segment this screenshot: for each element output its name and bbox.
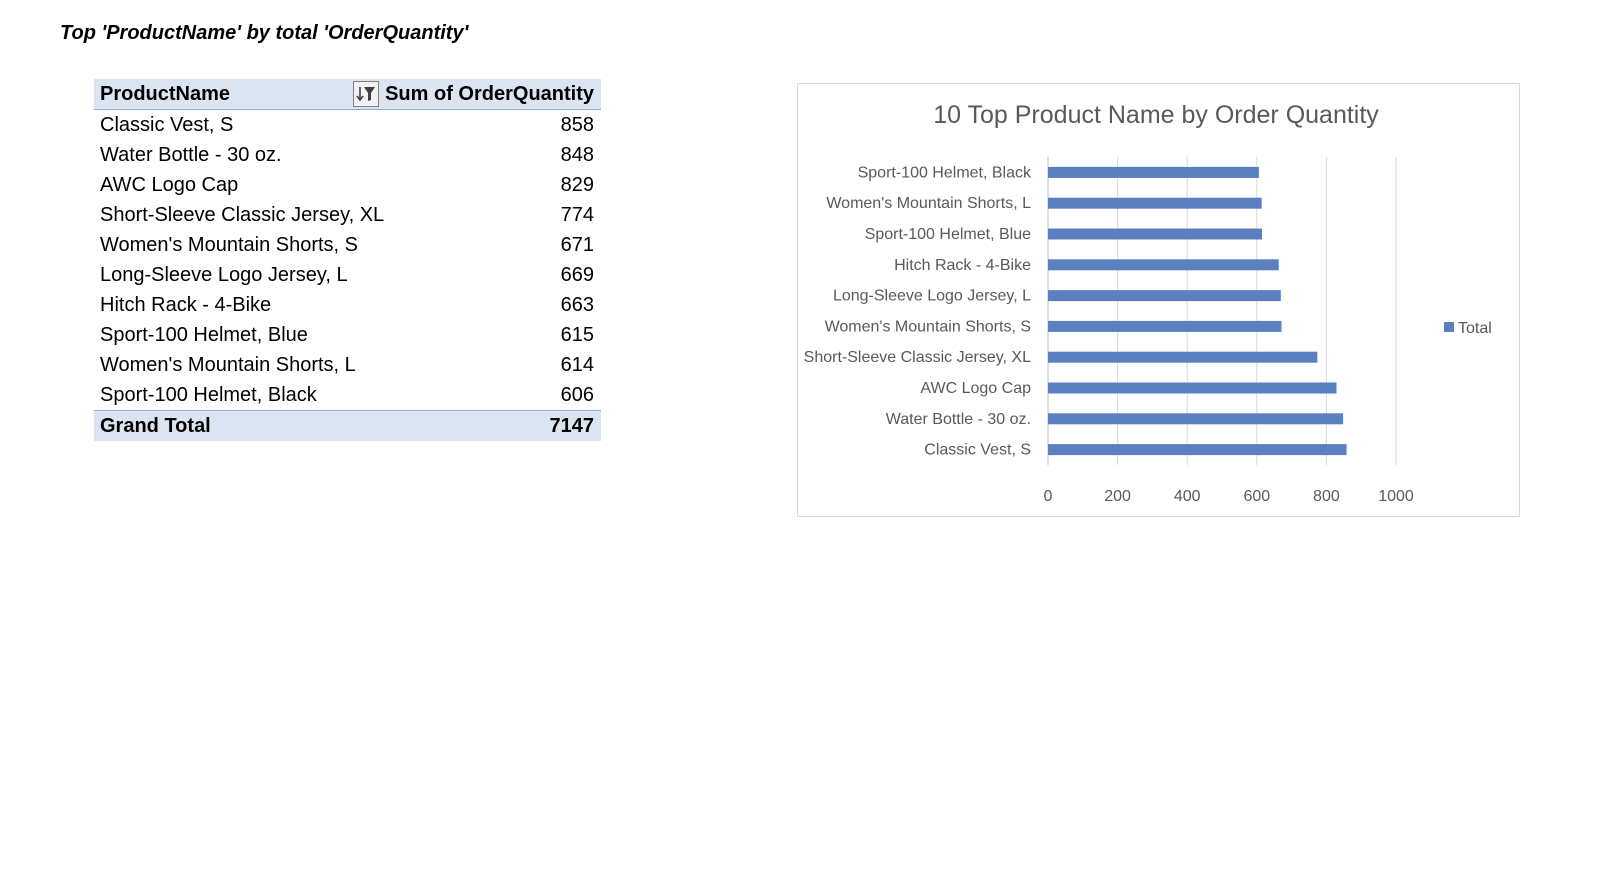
table-row[interactable]: Women's Mountain Shorts, L 614: [94, 350, 601, 380]
product-name-cell: Short-Sleeve Classic Jersey, XL: [100, 203, 385, 226]
bar-chart[interactable]: 10 Top Product Name by Order Quantity Sp…: [797, 83, 1520, 517]
product-name-cell: Sport-100 Helmet, Black: [100, 383, 317, 406]
product-name-cell: Classic Vest, S: [100, 113, 234, 136]
table-row[interactable]: Water Bottle - 30 oz. 848: [94, 140, 601, 170]
category-label: Short-Sleeve Classic Jersey, XL: [804, 349, 1031, 366]
order-quantity-cell: 671: [560, 233, 594, 256]
table-row[interactable]: AWC Logo Cap 829: [94, 170, 601, 200]
pivot-table: ProductName Sum of OrderQuantity Classic…: [94, 79, 601, 441]
pivot-grand-total-row: Grand Total 7147: [94, 410, 601, 441]
bar[interactable]: [1048, 290, 1281, 302]
category-label: Sport-100 Helmet, Black: [858, 164, 1032, 181]
category-label: Water Bottle - 30 oz.: [886, 411, 1031, 428]
order-quantity-cell: 606: [560, 383, 594, 406]
category-label: Hitch Rack - 4-Bike: [894, 257, 1031, 274]
pivot-header-row: ProductName Sum of OrderQuantity: [94, 79, 601, 110]
sort-filter-icon[interactable]: [353, 81, 380, 107]
sheet-title: Top 'ProductName' by total 'OrderQuantit…: [60, 22, 469, 44]
category-label: Sport-100 Helmet, Blue: [865, 226, 1031, 243]
product-name-cell: Women's Mountain Shorts, L: [100, 353, 356, 376]
x-tick-label: 400: [1174, 488, 1201, 505]
pivot-header-value[interactable]: Sum of OrderQuantity: [385, 82, 594, 105]
bar[interactable]: [1048, 320, 1282, 332]
product-name-cell: Water Bottle - 30 oz.: [100, 143, 282, 166]
table-row[interactable]: Sport-100 Helmet, Black 606: [94, 380, 601, 410]
bar[interactable]: [1048, 166, 1259, 178]
grand-total-label: Grand Total: [100, 414, 211, 437]
order-quantity-cell: 829: [560, 173, 594, 196]
x-tick-label: 200: [1104, 488, 1131, 505]
category-label: Women's Mountain Shorts, L: [826, 195, 1031, 212]
legend-label: Total: [1458, 320, 1492, 337]
chart-x-tick-labels: 0 200 400 600 800 1000: [1044, 488, 1414, 505]
bar[interactable]: [1048, 197, 1262, 209]
order-quantity-cell: 615: [560, 323, 594, 346]
category-label: Women's Mountain Shorts, S: [825, 318, 1031, 335]
bar[interactable]: [1048, 351, 1318, 363]
order-quantity-cell: 848: [560, 143, 594, 166]
order-quantity-cell: 669: [560, 263, 594, 286]
x-tick-label: 800: [1313, 488, 1340, 505]
product-name-cell: Women's Mountain Shorts, S: [100, 233, 359, 256]
order-quantity-cell: 774: [560, 203, 594, 226]
order-quantity-cell: 614: [560, 353, 594, 376]
product-name-cell: Hitch Rack - 4-Bike: [100, 293, 272, 316]
bar[interactable]: [1048, 228, 1263, 240]
product-name-cell: AWC Logo Cap: [100, 173, 239, 196]
bar-chart-svg: 10 Top Product Name by Order Quantity Sp…: [804, 101, 1492, 505]
category-label: AWC Logo Cap: [920, 380, 1031, 397]
table-row[interactable]: Women's Mountain Shorts, S 671: [94, 230, 601, 260]
category-label: Classic Vest, S: [924, 442, 1031, 459]
x-tick-label: 0: [1044, 488, 1053, 505]
bar[interactable]: [1048, 413, 1344, 425]
table-row[interactable]: Hitch Rack - 4-Bike 663: [94, 290, 601, 320]
pivot-rows: Classic Vest, S 858 Water Bottle - 30 oz. 8…: [94, 110, 601, 410]
chart-title: 10 Top Product Name by Order Quantity: [933, 101, 1379, 129]
category-label: Long-Sleeve Logo Jersey, L: [833, 288, 1031, 305]
product-name-cell: Sport-100 Helmet, Blue: [100, 323, 308, 346]
table-row[interactable]: Sport-100 Helmet, Blue 615: [94, 320, 601, 350]
chart-bars: [1048, 166, 1347, 456]
grand-total-value: 7147: [549, 414, 595, 437]
product-name-cell: Long-Sleeve Logo Jersey, L: [100, 263, 348, 286]
order-quantity-cell: 663: [560, 293, 594, 316]
x-tick-label: 1000: [1378, 488, 1414, 505]
pivot-header-name-cell[interactable]: ProductName: [94, 81, 381, 107]
legend-swatch: [1444, 322, 1454, 332]
table-row[interactable]: Long-Sleeve Logo Jersey, L 669: [94, 260, 601, 290]
bar[interactable]: [1048, 382, 1337, 394]
pivot-header-name: ProductName: [100, 82, 231, 105]
chart-category-labels: Sport-100 Helmet, Black Women's Mountain …: [804, 164, 1032, 458]
bar[interactable]: [1048, 259, 1279, 271]
order-quantity-cell: 858: [560, 113, 594, 136]
bar[interactable]: [1048, 444, 1347, 456]
table-row[interactable]: Short-Sleeve Classic Jersey, XL 774: [94, 200, 601, 230]
x-tick-label: 600: [1243, 488, 1270, 505]
table-row[interactable]: Classic Vest, S 858: [94, 110, 601, 140]
chart-legend[interactable]: Total: [1444, 320, 1492, 337]
